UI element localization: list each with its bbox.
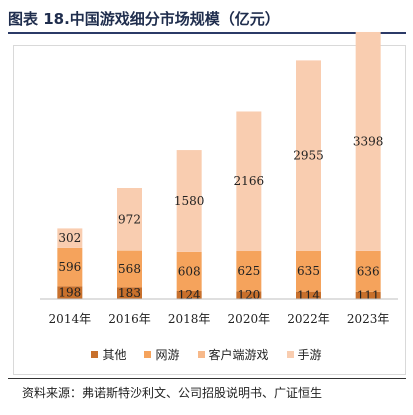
chart-title: 图表 18.中国游戏细分市场规模（亿元）: [8, 10, 280, 28]
data-label-0-5: 111: [357, 288, 380, 302]
bar-segment-3-1: [117, 188, 142, 251]
bar-segment-3-5: [355, 31, 381, 251]
x-tick-labels-layer: 2014年 2016年 2018年 2020年 2022年 2023年: [49, 312, 390, 326]
bar-segment-1-2: [176, 251, 202, 292]
data-label-3-0: 302: [58, 231, 81, 245]
legend-label-2: 客户端游戏: [208, 348, 269, 362]
legend-item-1: 网游: [144, 346, 180, 363]
data-label-3-2: 1580: [174, 194, 205, 208]
x-tick-label-4: 2022年: [287, 312, 330, 326]
legend-item-0: 其他: [91, 346, 126, 363]
data-label-3-3: 2166: [234, 174, 265, 188]
data-label-3-5: 3398: [353, 134, 384, 148]
legend-swatch-0: [91, 351, 99, 358]
bar-segment-0-0: [57, 286, 83, 299]
data-label-0-0: 198: [58, 286, 81, 300]
legend-label-3: 手游: [297, 348, 322, 362]
data-label-1-0: 596: [58, 260, 81, 274]
title-divider: [8, 32, 406, 34]
bar-segment-1-3: [236, 251, 262, 292]
bar-segment-3-0: [57, 228, 83, 248]
bar-segment-0-5: [355, 291, 381, 299]
data-label-0-4: 114: [297, 288, 320, 302]
source-divider: [8, 378, 406, 379]
data-label-1-1: 568: [118, 262, 141, 276]
bar-segment-1-1: [117, 250, 142, 288]
data-label-0-2: 124: [178, 288, 201, 302]
legend-label-1: 网游: [155, 348, 180, 362]
bar-segment-1-5: [355, 250, 381, 292]
bar-segment-0-2: [176, 291, 202, 299]
legend-swatch-1: [144, 351, 152, 358]
data-label-0-3: 120: [237, 288, 260, 302]
legend-item-2: 客户端游戏: [197, 346, 269, 363]
chart-frame: [13, 45, 406, 375]
legend: 其他 网游 客户端游戏 手游: [0, 346, 413, 363]
x-tick-label-3: 2020年: [228, 312, 271, 326]
legend-swatch-3: [286, 351, 294, 358]
bar-segment-0-3: [236, 291, 262, 299]
data-label-1-3: 625: [237, 264, 260, 278]
data-label-1-4: 635: [297, 264, 320, 278]
legend-item-3: 手游: [286, 346, 322, 363]
data-label-3-1: 972: [118, 212, 141, 226]
x-tick-label-2: 2018年: [168, 312, 211, 326]
data-labels-layer: 198 596 302 183 568 972 124 608 1580 120 625 2166 11…: [58, 134, 383, 302]
data-label-1-5: 636: [357, 264, 380, 278]
source-note: 资料来源：弗诺斯特沙利文、公司招股说明书、广证恒生: [22, 386, 323, 400]
bar-segment-0-1: [117, 287, 142, 299]
bar-segment-1-0: [57, 247, 83, 287]
legend-label-0: 其他: [102, 348, 127, 362]
data-label-0-1: 183: [118, 286, 141, 300]
bar-segment-3-2: [176, 150, 202, 252]
bar-segment-1-4: [296, 250, 321, 292]
bar-segment-3-3: [236, 111, 262, 252]
legend-swatch-2: [197, 351, 205, 358]
x-tick-label-1: 2016年: [108, 312, 151, 326]
data-label-3-4: 2955: [293, 149, 324, 163]
x-tick-label-5: 2023年: [347, 312, 390, 326]
bar-segment-3-4: [296, 60, 321, 251]
data-label-1-2: 608: [178, 264, 201, 278]
x-tick-label-0: 2014年: [49, 312, 92, 326]
bars-layer: [57, 31, 381, 299]
bar-segment-0-4: [296, 291, 321, 299]
